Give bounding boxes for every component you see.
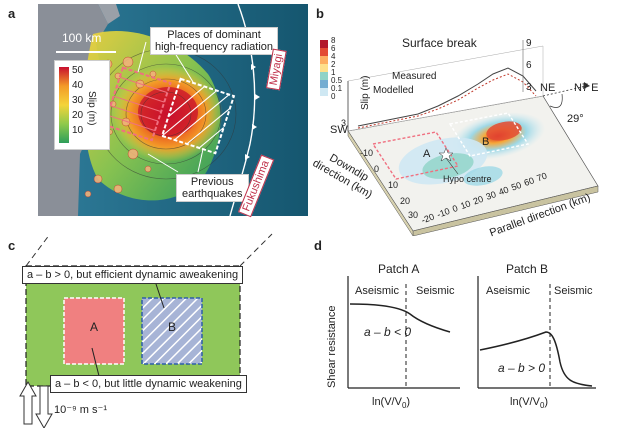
legend-measured: Measured <box>392 71 437 82</box>
x-label-a: ln(V/V0) <box>372 396 410 410</box>
callout-previous-earthquakes: Previous earthquakes <box>176 174 249 202</box>
scale-label: 100 km <box>62 31 102 45</box>
slip-down-arrow <box>35 385 53 428</box>
callout-previous-line1: Previous <box>190 176 234 188</box>
plate-rate: 10⁻⁹ m s⁻¹ <box>54 404 107 416</box>
pb-cb-tick: 0 <box>331 92 336 101</box>
slip-colorbar-title: Slip (m) <box>86 91 97 126</box>
n7e-arrow <box>583 82 590 89</box>
pb-cb-tick: 4 <box>331 52 336 61</box>
pb-right-tick: 6 <box>526 60 532 71</box>
patch-a-box <box>371 131 460 180</box>
callout-high-frequency-line1: Places of dominant <box>167 29 261 41</box>
pc-patch-b: B <box>168 320 177 334</box>
downdip-tick: 30 <box>408 210 419 220</box>
downdip-tick: 20 <box>400 196 411 206</box>
hypocentre-star <box>438 147 454 162</box>
pb-right-tick: 9 <box>526 38 532 49</box>
pb-cb-tick: 0.1 <box>331 84 343 93</box>
slip-tick: 50 <box>72 65 84 76</box>
pa-aseismic: Aseismic <box>355 285 400 297</box>
slip-tick: 30 <box>72 95 84 106</box>
label-efficient-weakening: a – b > 0, but efficient dynamic aweaken… <box>22 266 244 284</box>
x-label-b: ln(V/V0) <box>510 396 548 410</box>
slip-up-arrow <box>19 380 37 425</box>
patch-a-square <box>63 297 125 365</box>
pa-seismic: Seismic <box>416 285 455 297</box>
panel-a-label: a <box>8 6 16 21</box>
previous-earthquakes <box>84 56 157 198</box>
slip-colorbar-box: 50 40 30 20 10 Slip (m) <box>54 60 110 150</box>
pb-slip-label: Slip (m) <box>360 75 371 110</box>
callout-high-frequency: Places of dominant high-frequency radiat… <box>150 27 279 55</box>
pb-cb-tick: 1 <box>331 68 336 77</box>
panel-c-label: c <box>8 238 16 253</box>
legend-modelled: Modelled <box>373 85 414 96</box>
shear-resistance-label: Shear resistance <box>326 305 338 388</box>
panel-c-diagram <box>19 233 273 428</box>
pc-patch-a: A <box>90 320 99 334</box>
dir-n7e: N7 E <box>574 82 599 94</box>
patch-a-title: Patch A <box>378 262 420 276</box>
slip-tick: 40 <box>72 80 84 91</box>
pb-patch-b: B <box>482 136 490 148</box>
measured-profile <box>357 67 537 127</box>
panel-b-title: Surface break <box>402 36 477 50</box>
downdip-tick: -10 <box>360 148 374 158</box>
pb-cb-tick: 2 <box>331 60 336 69</box>
box-pink <box>103 66 172 142</box>
callout-high-frequency-line2: high-frequency radiation <box>155 41 274 53</box>
panel-b-label: b <box>316 6 324 21</box>
panel-d-curves <box>347 276 596 389</box>
x-label-a-main: ln(V/V <box>372 396 402 408</box>
parallel-tick: 0 <box>451 202 460 215</box>
pb-right-tick: 3 <box>526 82 532 93</box>
patch-a-curve <box>349 303 451 333</box>
x-label-a-sub: 0 <box>401 401 407 411</box>
patch-b-curve <box>479 331 593 387</box>
x-label-a-close: ) <box>406 396 411 408</box>
dir-ne: NE <box>540 82 556 94</box>
pb-cb-tick: 8 <box>331 36 336 45</box>
patch-b-title: Patch B <box>506 262 549 276</box>
panel-b-3d-plot <box>320 40 599 236</box>
patch-b-box <box>448 112 530 157</box>
label-little-weakening: a – b < 0, but little dynamic weakening <box>50 375 247 393</box>
strike-angle: 29° <box>567 113 584 125</box>
x-label-b-close: ) <box>544 396 549 408</box>
x-label-b-main: ln(V/V <box>510 396 540 408</box>
condition-a: a – b < 0 <box>364 325 412 339</box>
modelled-profile <box>357 73 537 129</box>
x-label-b-sub: 0 <box>539 401 545 411</box>
downdip-tick: 10 <box>388 180 399 190</box>
pb-seismic: Seismic <box>554 285 593 297</box>
panel-d-label: d <box>314 238 322 253</box>
trench-teeth <box>237 34 260 190</box>
box-white <box>160 77 236 155</box>
slip-tick: 20 <box>72 110 84 121</box>
patch-b-square <box>141 297 203 365</box>
slip-colorbar <box>59 67 69 143</box>
panel-b-colorbar <box>320 40 328 96</box>
pb-hypocentre: Hypo centre <box>443 174 492 184</box>
pb-patch-a: A <box>423 148 431 160</box>
condition-b: a – b > 0 <box>498 361 546 375</box>
fault-plane-green <box>25 265 241 387</box>
callout-previous-line2: earthquakes <box>182 188 243 200</box>
pb-cb-tick: 0.5 <box>331 76 343 85</box>
pb-cb-tick: 6 <box>331 44 336 53</box>
dir-sw: SW <box>330 124 348 136</box>
pb-aseismic: Aseismic <box>486 285 531 297</box>
downdip-tick: 0 <box>374 164 380 174</box>
slip-tick: 10 <box>72 125 84 136</box>
pb-slip-tick: 3 <box>341 118 347 128</box>
